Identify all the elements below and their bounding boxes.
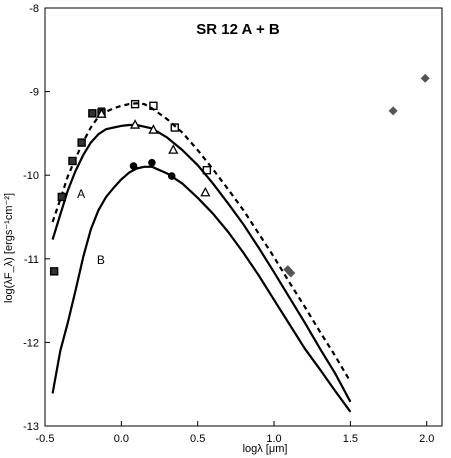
square-open-point bbox=[149, 101, 158, 111]
x-tick-label: 0.5 bbox=[190, 433, 205, 445]
diamond-filled-point bbox=[420, 73, 430, 83]
plot-frame bbox=[44, 7, 443, 427]
diamond-filled-point bbox=[286, 268, 296, 278]
square-open-point bbox=[57, 192, 66, 202]
x-tick-label: 2.0 bbox=[419, 433, 434, 445]
solid-model-curve-2 bbox=[51, 165, 352, 413]
square-open-point bbox=[130, 99, 140, 109]
square-open-point bbox=[88, 109, 97, 118]
circle-filled-point bbox=[167, 172, 176, 180]
square-filled-point bbox=[58, 193, 66, 201]
y-tick-label: -10 bbox=[23, 170, 39, 182]
curve-label: A bbox=[77, 187, 85, 201]
triangle-open-point bbox=[148, 124, 159, 134]
circle-filled-point bbox=[148, 158, 156, 167]
x-tick-label: 1.0 bbox=[266, 433, 281, 445]
square-filled-point bbox=[68, 157, 76, 165]
x-axis-title: logλ [μm] bbox=[243, 443, 288, 455]
triangle-open-point bbox=[96, 108, 107, 118]
y-axis: -13 -12 -11 -10 -9 -8 bbox=[23, 3, 50, 433]
y-tick-label: -13 bbox=[23, 421, 39, 433]
square-open-point bbox=[202, 165, 212, 175]
square-filled-point bbox=[50, 267, 58, 275]
square-open-point bbox=[170, 123, 179, 132]
x-tick-label: 1.5 bbox=[343, 433, 358, 445]
y-tick-label: -11 bbox=[24, 254, 39, 266]
chart-title: SR 12 A + B bbox=[196, 21, 280, 38]
y-axis-title: log(λF_λ) [ergs⁻¹cm⁻²] bbox=[3, 193, 15, 303]
x-tick-label: 0.0 bbox=[114, 433, 129, 445]
circle-filled-point bbox=[129, 162, 138, 170]
square-filled-point bbox=[78, 139, 86, 147]
triangle-open-point bbox=[200, 186, 211, 197]
triangle-open-point bbox=[130, 119, 141, 129]
triangle-open-point bbox=[168, 144, 179, 154]
y-tick-label: -12 bbox=[23, 337, 39, 349]
photometry-points bbox=[49, 73, 430, 278]
curve-label: B bbox=[97, 253, 105, 267]
y-axis-title-group: log(λF_λ) [ergs⁻¹cm⁻²] bbox=[3, 193, 15, 303]
diamond-filled-point bbox=[388, 106, 398, 116]
square-filled-point bbox=[88, 109, 96, 117]
x-axis: -0.5 0.0 0.5 1.0 1.5 2.0 bbox=[36, 421, 434, 445]
curve-labels: AB bbox=[77, 187, 105, 267]
square-open-point bbox=[49, 267, 59, 276]
x-tick-label: -0.5 bbox=[36, 433, 55, 445]
y-tick-label: -8 bbox=[29, 3, 39, 15]
dashed-model-curve bbox=[51, 102, 352, 383]
y-tick-label: -9 bbox=[29, 87, 39, 99]
square-open-point bbox=[68, 156, 77, 166]
square-open-point bbox=[77, 138, 86, 147]
